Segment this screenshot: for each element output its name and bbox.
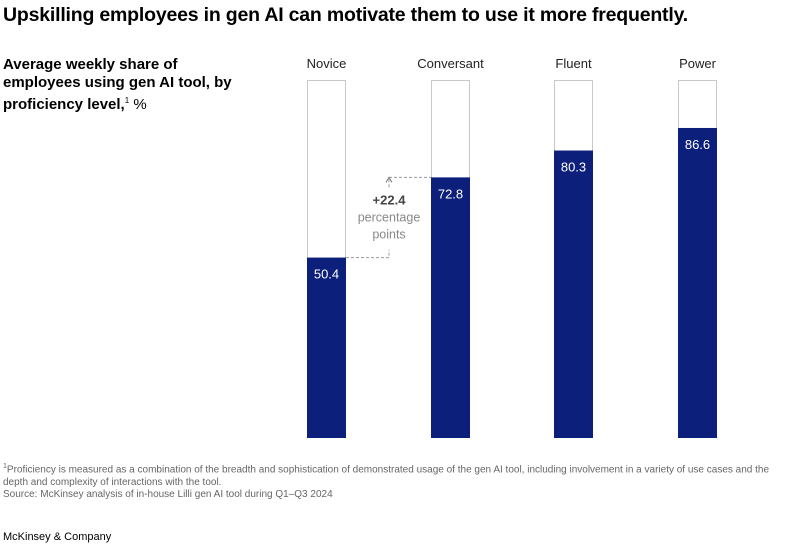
annotation-value: +22.4 — [373, 192, 407, 207]
category-label: Fluent — [555, 56, 592, 71]
footnote: 1Proficiency is measured as a combinatio… — [3, 461, 793, 489]
annotation-text: percentage — [358, 210, 421, 224]
bar — [554, 150, 593, 438]
data-label: 50.4 — [314, 267, 339, 282]
unit-label: % — [133, 96, 147, 113]
chart-title: Upskilling employees in gen AI can motiv… — [3, 4, 688, 26]
footnotes: 1Proficiency is measured as a combinatio… — [3, 461, 793, 502]
category-label: Novice — [307, 56, 347, 71]
annotation-bracket-low — [346, 249, 390, 259]
bar — [431, 177, 470, 438]
brand-logo: McKinsey & Company — [3, 531, 112, 543]
footnote-text: Proficiency is measured as a combination… — [3, 464, 770, 488]
bar — [307, 257, 346, 438]
bar — [678, 127, 717, 439]
data-label: 80.3 — [561, 160, 586, 175]
arrow-up-icon — [385, 176, 393, 183]
annotation-text: points — [372, 227, 405, 241]
chart-subtitle: Average weekly share of employees using … — [3, 56, 233, 114]
category-label: Power — [679, 56, 717, 71]
subtitle-footnote-marker: 1 — [124, 96, 130, 105]
bar-chart: Novice 50.4 Conversant 72.8 Fluent 80.3 Power 8… — [307, 56, 717, 439]
source: Source: McKinsey analysis of in-house Li… — [3, 489, 333, 501]
footnote-marker: 1 — [3, 463, 7, 470]
annotation-bracket-high — [388, 176, 431, 188]
subtitle-text: Average weekly share of employees using … — [3, 56, 232, 113]
data-label: 86.6 — [685, 137, 710, 152]
category-label: Conversant — [417, 56, 484, 71]
data-label: 72.8 — [438, 186, 463, 201]
